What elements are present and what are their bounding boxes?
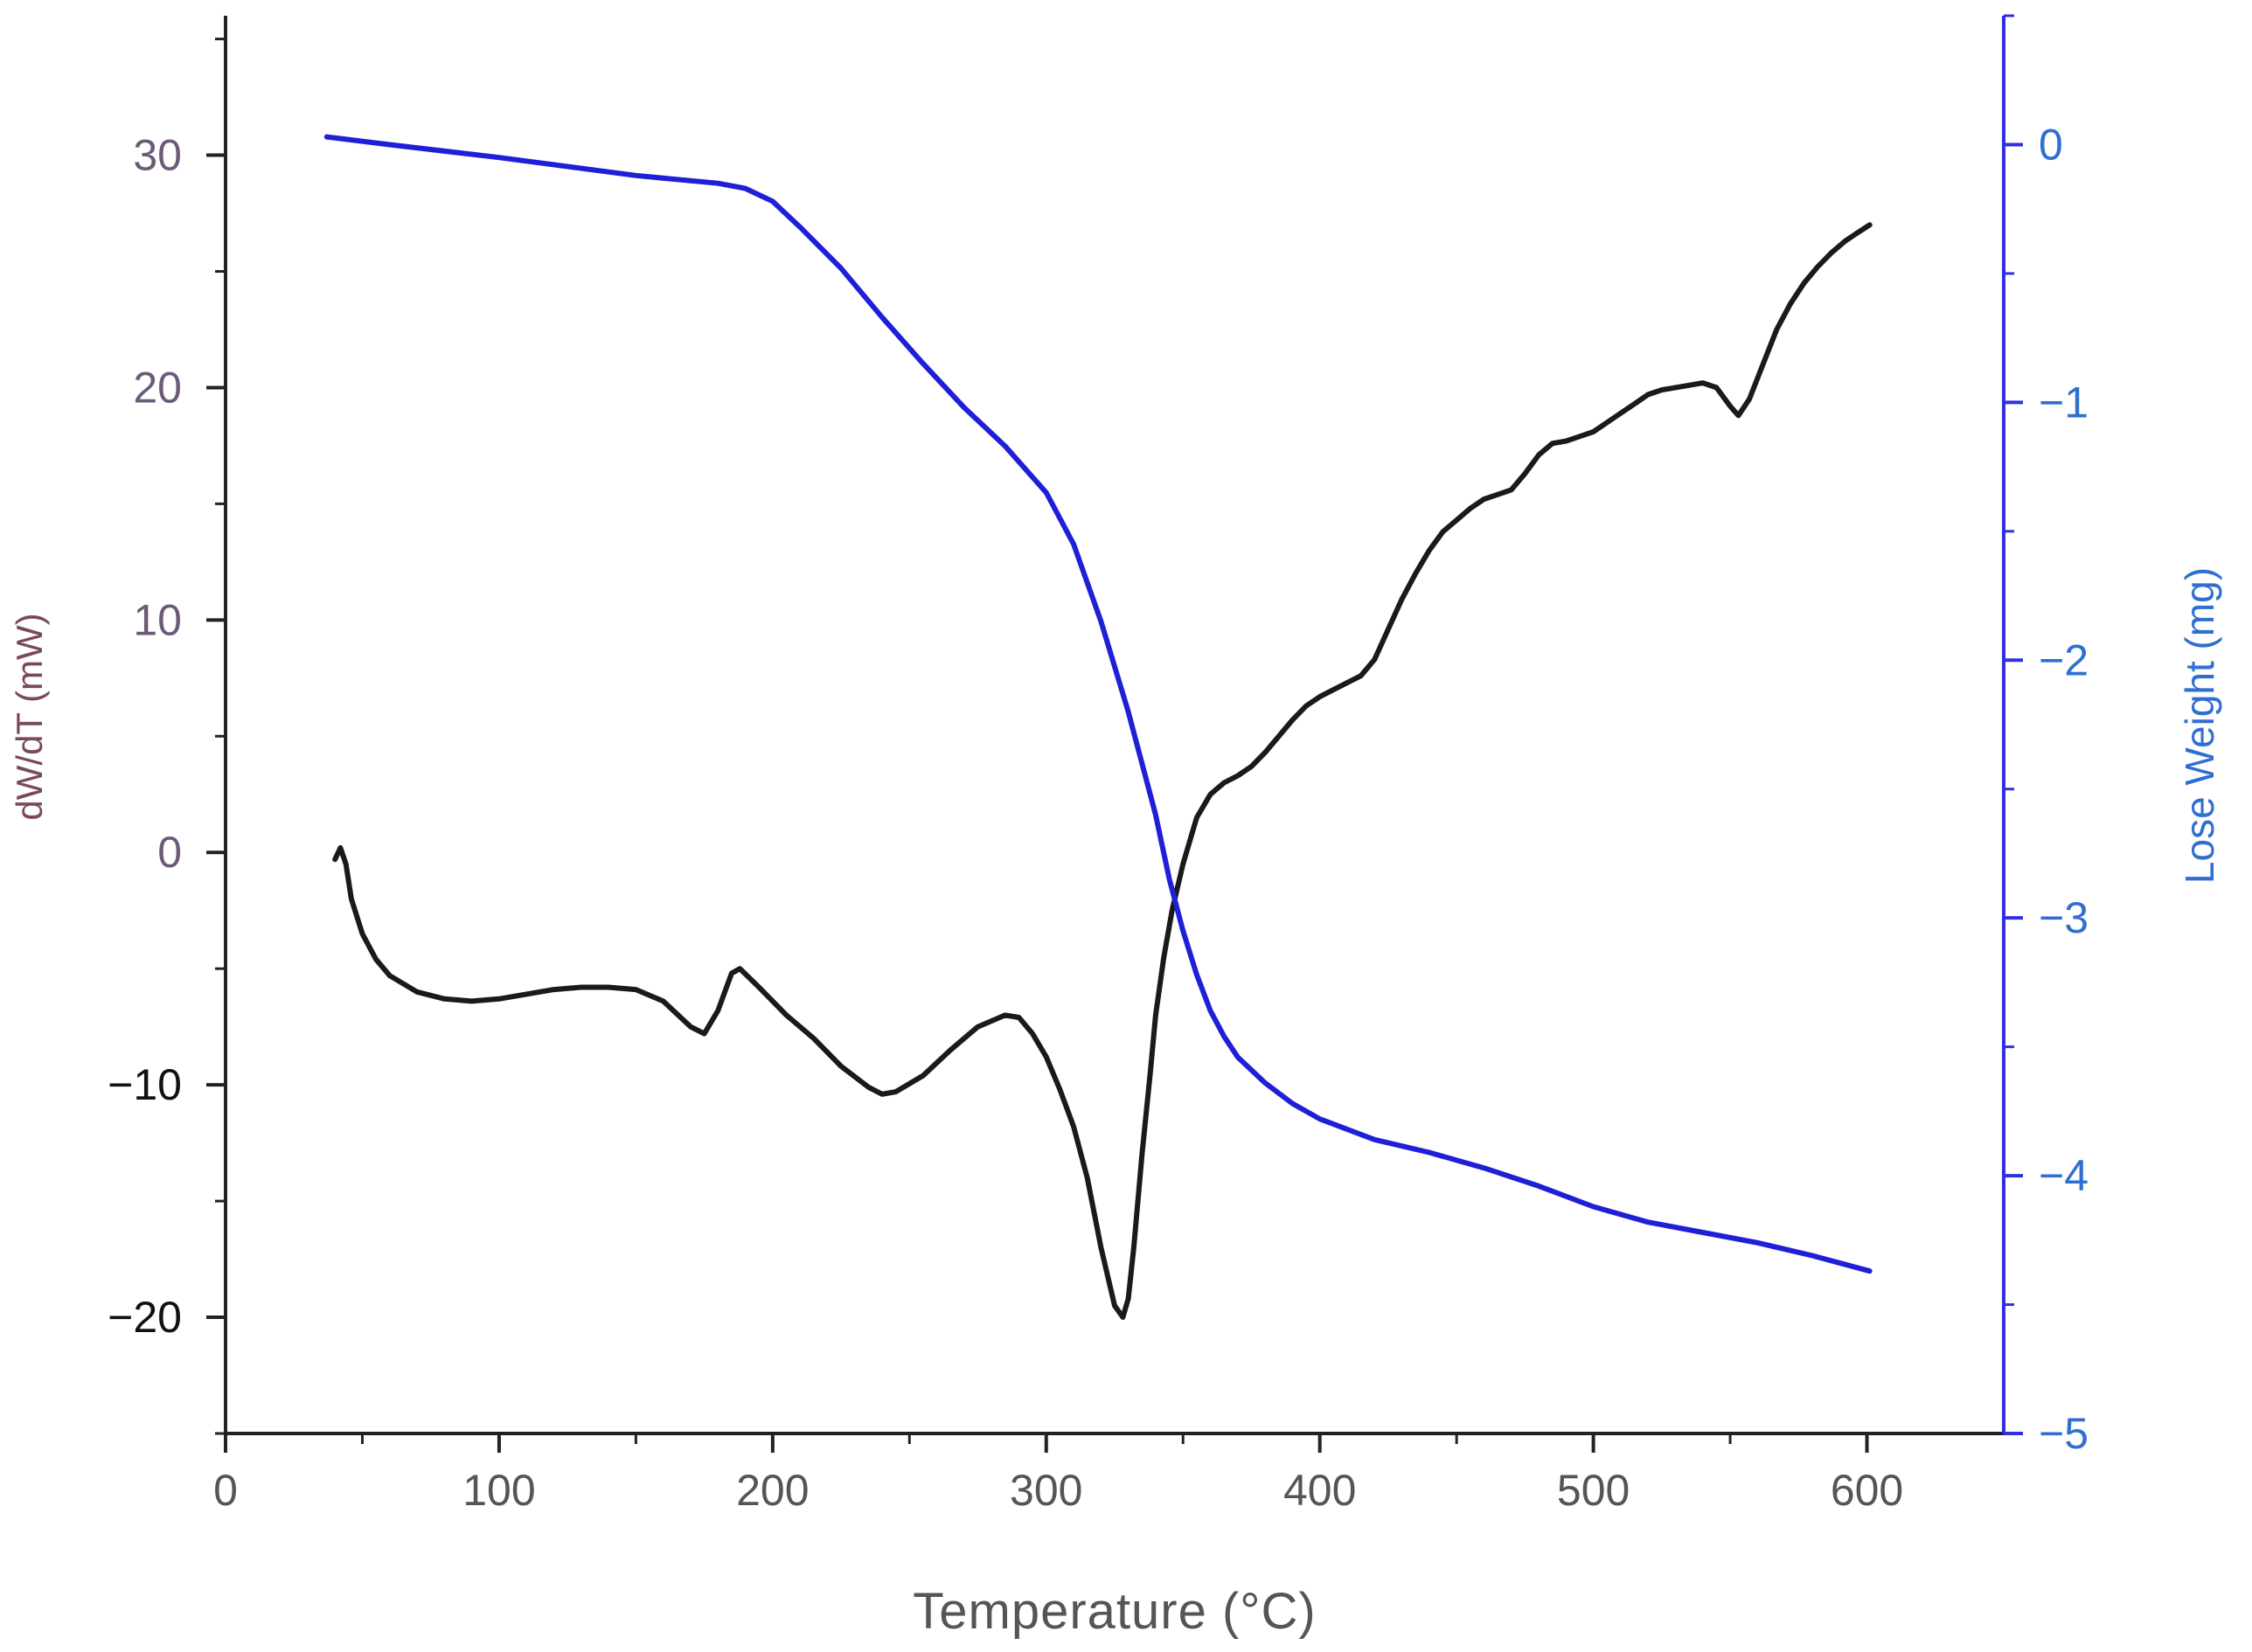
series-line-lose-weight bbox=[323, 134, 1873, 1274]
left-axis-ticks: 30 20 10 0 −10 −20 bbox=[108, 38, 226, 1435]
right-tick-label: −4 bbox=[2039, 1151, 2089, 1200]
x-axis-ticks: 0 100 200 300 400 500 600 bbox=[213, 1433, 1903, 1515]
x-axis-title: Temperature (°C) bbox=[913, 1583, 1316, 1640]
left-tick-label: 10 bbox=[133, 595, 182, 644]
x-tick-label-300: 300 bbox=[1010, 1466, 1082, 1515]
left-axis-title: dW/dT (mW) bbox=[9, 613, 50, 820]
right-tick-label: −5 bbox=[2039, 1409, 2089, 1458]
right-tick-label: 0 bbox=[2039, 120, 2063, 169]
x-tick-label-600: 600 bbox=[1831, 1466, 1903, 1515]
x-tick-label-0: 0 bbox=[213, 1466, 238, 1515]
x-tick-label-400: 400 bbox=[1283, 1466, 1356, 1515]
left-tick-label: −20 bbox=[108, 1293, 182, 1342]
right-tick-label: −2 bbox=[2039, 635, 2089, 684]
right-tick-label: −1 bbox=[2039, 378, 2089, 427]
left-tick-label: 0 bbox=[157, 828, 182, 877]
x-tick-label-200: 200 bbox=[736, 1466, 809, 1515]
right-axis-title: Lose Weight (mg) bbox=[2177, 567, 2222, 884]
series-line-dwdt bbox=[332, 222, 1873, 1320]
left-tick-label: 20 bbox=[133, 363, 182, 412]
right-tick-label: −3 bbox=[2039, 893, 2089, 942]
x-tick-label-500: 500 bbox=[1557, 1466, 1630, 1515]
series-layer bbox=[323, 134, 1873, 1320]
left-tick-label: 30 bbox=[133, 131, 182, 180]
left-tick-label: −10 bbox=[108, 1060, 182, 1109]
x-tick-label-100: 100 bbox=[462, 1466, 535, 1515]
right-axis-ticks: 0 −1 −2 −3 −4 −5 bbox=[2004, 14, 2089, 1458]
